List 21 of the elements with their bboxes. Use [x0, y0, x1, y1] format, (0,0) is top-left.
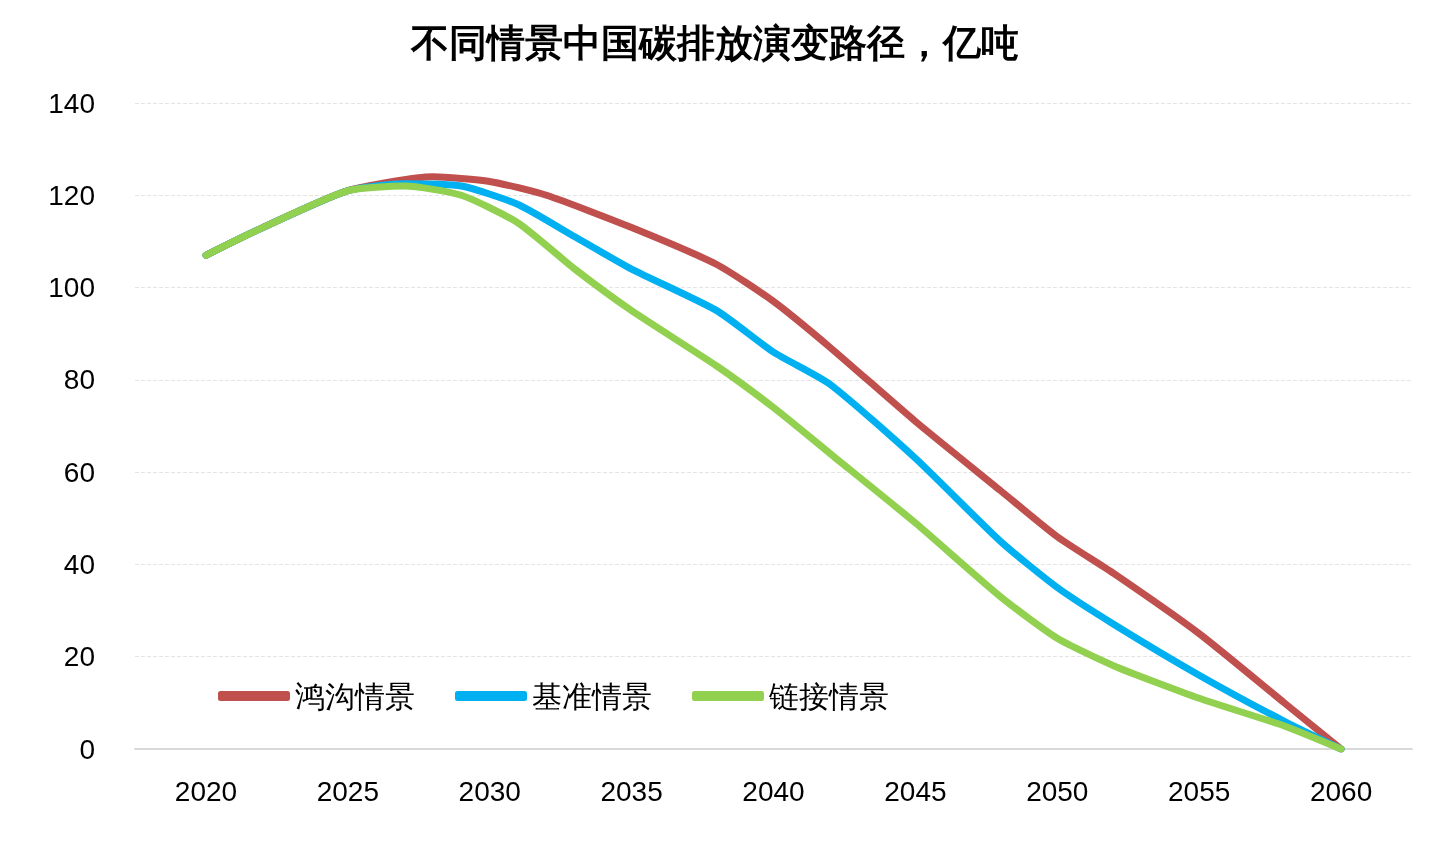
x-tick-label: 2060 [1309, 775, 1373, 807]
y-tick-label: 140 [48, 87, 95, 119]
legend-label: 鸿沟情景 [295, 678, 415, 714]
y-tick-label: 80 [63, 364, 95, 396]
x-tick-label: 2045 [884, 775, 947, 807]
y-tick-label: 20 [63, 641, 95, 673]
x-tick-label: 2050 [1026, 775, 1089, 807]
y-tick-label: 120 [48, 179, 95, 211]
x-tick-label: 2020 [174, 775, 238, 807]
x-tick-label: 2040 [742, 775, 805, 807]
x-tick-label: 2030 [458, 775, 521, 807]
x-tick-label: 2025 [316, 775, 379, 807]
legend-label: 基准情景 [532, 678, 652, 714]
y-tick-label: 0 [79, 733, 95, 765]
y-tick-label: 100 [48, 272, 95, 304]
chart-title: 不同情景中国碳排放演变路径，亿吨 [410, 19, 1019, 65]
legend-label: 链接情景 [768, 678, 889, 714]
x-tick-label: 2055 [1168, 775, 1231, 807]
y-tick-label: 40 [63, 548, 95, 580]
y-tick-label: 60 [63, 456, 95, 488]
x-tick-label: 2035 [600, 775, 663, 807]
